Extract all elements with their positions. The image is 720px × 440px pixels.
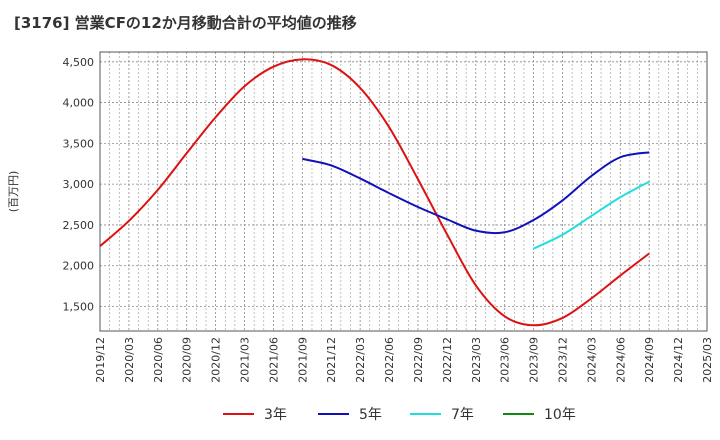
y-tick-label-1500: 1,500 [63, 301, 95, 314]
legend-label-4: 10年 [544, 407, 576, 423]
x-tick-label-2023/03: 2023/03 [470, 337, 483, 383]
y-tick-label-3500: 3,500 [63, 137, 95, 150]
plot-frame [99, 51, 708, 332]
legend-label-2: 5年 [359, 407, 382, 423]
plot-area [100, 52, 707, 331]
x-tick-label-2024/06: 2024/06 [614, 337, 627, 383]
x-tick-label-2025/03: 2025/03 [701, 337, 714, 383]
x-tick-label-2019/12: 2019/12 [94, 337, 107, 383]
x-tick-label-2020/03: 2020/03 [123, 337, 136, 383]
series-line-2 [302, 151, 650, 235]
x-tick-label-2023/09: 2023/09 [528, 337, 541, 383]
x-tick-label-2022/03: 2022/03 [354, 337, 367, 383]
x-tick-label-2022/09: 2022/09 [412, 337, 425, 383]
chart-title: [3176] 営業CFの12か月移動合計の平均値の推移 [14, 14, 357, 32]
x-tick-label-2022/12: 2022/12 [441, 337, 454, 383]
x-tick-label-2020/06: 2020/06 [152, 337, 165, 383]
y-tick-label-2500: 2,500 [63, 219, 95, 232]
legend-label-3: 7年 [451, 407, 474, 423]
y-tick-label-2000: 2,000 [63, 260, 95, 273]
y-tick-label-4000: 4,000 [63, 97, 95, 110]
x-tick-label-2021/12: 2021/12 [325, 337, 338, 383]
x-tick-label-2024/03: 2024/03 [585, 337, 598, 383]
y-tick-label-4500: 4,500 [63, 56, 95, 69]
y-tick-label-3000: 3,000 [63, 178, 95, 191]
x-tick-label-2024/09: 2024/09 [643, 337, 656, 383]
x-tick-label-2020/12: 2020/12 [210, 337, 223, 383]
x-tick-label-2022/06: 2022/06 [383, 337, 396, 383]
x-tick-label-2021/09: 2021/09 [296, 337, 309, 383]
y-axis-label: (百万円) [7, 171, 20, 213]
x-tick-label-2023/12: 2023/12 [556, 337, 569, 383]
x-tick-label-2023/06: 2023/06 [499, 337, 512, 383]
x-tick-label-2020/09: 2020/09 [181, 337, 194, 383]
x-tick-label-2021/06: 2021/06 [267, 337, 280, 383]
x-tick-label-2021/03: 2021/03 [239, 337, 252, 383]
series-line-1 [100, 58, 650, 327]
x-tick-label-2024/12: 2024/12 [672, 337, 685, 383]
series-line-3 [533, 180, 650, 250]
legend-label-1: 3年 [264, 407, 287, 423]
